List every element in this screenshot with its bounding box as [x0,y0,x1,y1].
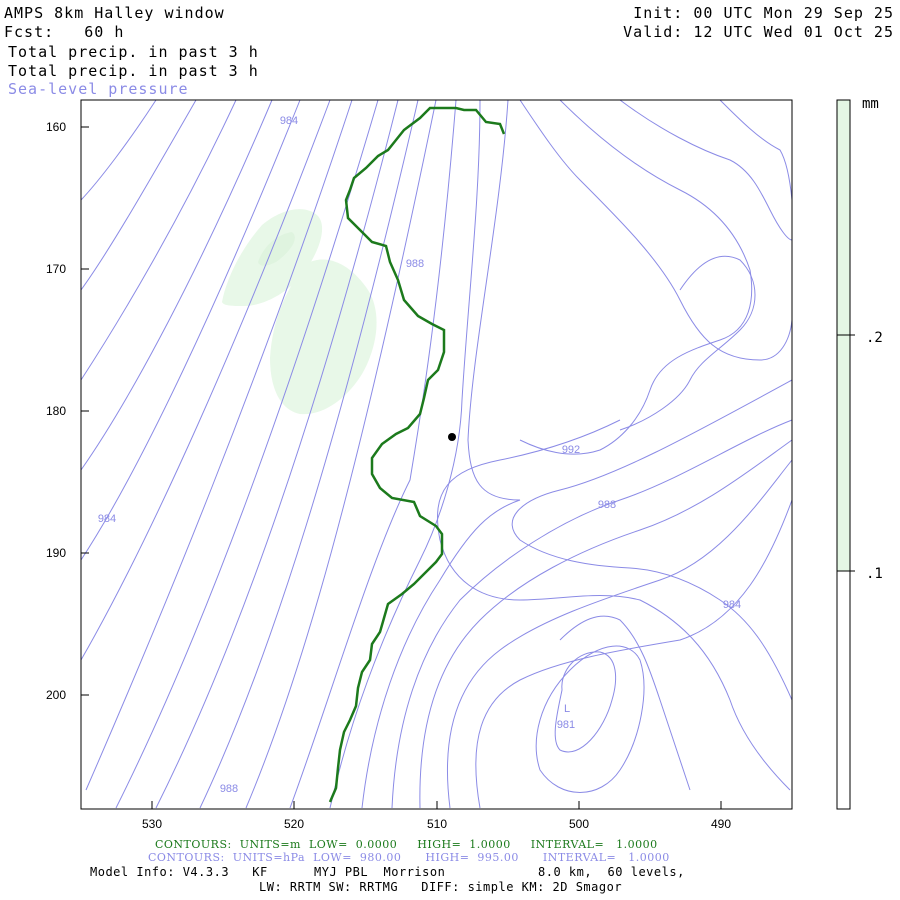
isobar [245,99,437,809]
footer-contours-pressure: CONTOURS: UNITS=hPa LOW= 980.00 HIGH= 99… [148,851,670,864]
isobar [437,419,791,791]
init-time: Init: 00 UTC Mon 29 Sep 25 [633,4,894,22]
plot-frame [80,99,793,810]
coastline [328,106,506,803]
isobar [519,99,753,455]
isobar [419,439,793,809]
isobar [447,459,793,809]
isobar [619,99,793,241]
y-tick-label: 180 [46,404,66,418]
isobar [719,99,793,201]
isobar [559,615,691,791]
isobar [85,99,353,791]
station-marker [448,433,456,441]
isobar [619,255,756,431]
low-marker: L [564,703,570,715]
y-tick-label: 200 [46,688,66,702]
isobar [511,379,793,701]
isobar [80,99,331,661]
isobar-label: 981 [557,719,575,731]
isobar-label: 988 [598,499,616,511]
isobar-label: 988 [406,258,424,270]
field-label-2: Total precip. in past 3 h [8,62,259,80]
isobar [80,99,273,471]
field-label-3: Sea-level pressure [8,80,189,98]
isobar [115,99,379,809]
isobar [519,99,793,361]
field-label-1: Total precip. in past 3 h [8,43,259,61]
isobar [80,99,301,561]
footer-model-info: Model Info: V4.3.3 KF MYJ PBL Morrison 8… [90,865,685,879]
x-tick-label: 520 [284,817,304,831]
isobar [361,99,521,809]
isobar [475,499,793,809]
colorbar-label: .2 [866,330,883,346]
isobar [329,99,481,809]
x-tick-label: 500 [569,817,589,831]
isobar [554,651,617,753]
isobar-label: 984 [98,513,116,525]
forecast-hour: Fcst: 60 h [4,23,125,41]
isobar [535,645,645,793]
x-tick-label: 490 [711,817,731,831]
pressure-contours [80,99,793,809]
y-tick-label: 190 [46,546,66,560]
precip-shading [222,209,377,415]
footer-contours-precip: CONTOURS: UNITS=m LOW= 0.0000 HIGH= 1.00… [155,838,658,851]
isobar [80,99,237,381]
isobar [289,99,457,809]
x-tick-label: 530 [142,817,162,831]
isobar [155,99,399,809]
isobar-label: 988 [220,783,238,795]
x-axis [151,801,722,809]
colorbar-label: .1 [866,566,883,582]
isobar-label: 992 [562,444,580,456]
isobar [80,99,157,201]
isobar [199,99,419,809]
isobar [391,419,793,809]
y-axis [81,126,89,696]
valid-time: Valid: 12 UTC Wed 01 Oct 25 [623,23,894,41]
isobar [80,99,197,291]
model-title: AMPS 8km Halley window [4,4,225,22]
colorbar [836,99,855,810]
isobar-label: 984 [723,599,741,611]
y-tick-label: 160 [46,120,66,134]
isobar-label: 984 [280,115,298,127]
colorbar-unit: mm [862,96,879,112]
footer-physics-info: LW: RRTM SW: RRTMG DIFF: simple KM: 2D S… [259,880,623,894]
x-tick-label: 510 [427,817,447,831]
y-tick-label: 170 [46,262,66,276]
